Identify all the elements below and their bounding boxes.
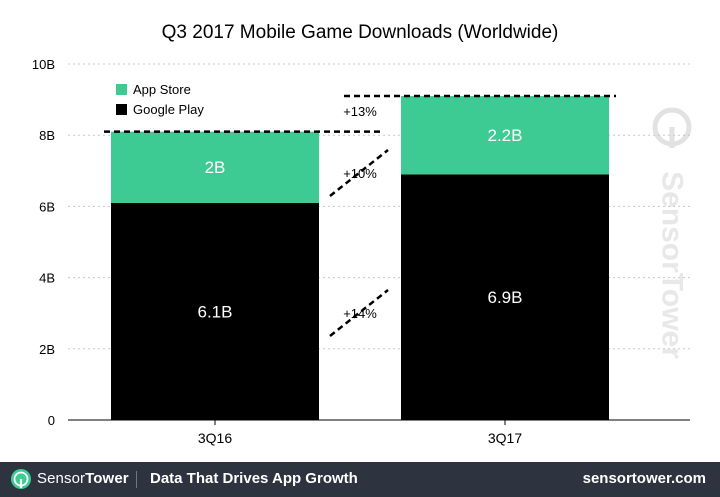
footer-brand-part1: Sensor <box>37 470 86 487</box>
x-tick-label: 3Q17 <box>488 430 522 446</box>
y-tick-label: 2B <box>39 342 55 357</box>
legend-swatch <box>116 104 127 115</box>
data-label-app-store: 2.2B <box>488 126 523 145</box>
y-tick-label: 10B <box>32 57 55 72</box>
chart: SensorTower Q3 2017 Mobile Game Downloads… <box>32 22 692 446</box>
y-tick-label: 8B <box>39 128 55 143</box>
chart-title: Q3 2017 Mobile Game Downloads (Worldwide… <box>162 22 559 43</box>
growth-connector <box>329 149 389 197</box>
growth-label: +10% <box>343 166 377 181</box>
bar-app-store <box>111 131 319 203</box>
footer-tagline: Data That Drives App Growth <box>150 470 358 487</box>
bar-google-play <box>111 202 319 420</box>
x-tick-label: 3Q16 <box>198 430 232 446</box>
watermark: SensorTower <box>652 107 692 359</box>
footer-brand-part2: Tower <box>85 470 129 487</box>
sensortower-logo-icon <box>11 469 31 489</box>
footer-site-link[interactable]: sensortower.com <box>582 470 706 487</box>
y-tick-label: 6B <box>39 199 55 214</box>
watermark-logo-icon <box>652 107 692 148</box>
data-label-app-store: 2B <box>205 158 226 177</box>
data-label-google-play: 6.1B <box>198 302 233 321</box>
footer-brand: SensorTower <box>37 470 129 487</box>
watermark-text: SensorTower <box>656 171 689 359</box>
footer-bar: SensorTower Data That Drives App Growth … <box>0 462 720 497</box>
bar-google-play <box>401 174 609 420</box>
growth-label: +14% <box>343 306 377 321</box>
legend-swatch <box>116 84 127 95</box>
y-tick-label: 0 <box>48 413 55 428</box>
legend-label: App Store <box>133 82 191 97</box>
growth-connector <box>329 289 389 337</box>
y-tick-label: 4B <box>39 271 55 286</box>
data-label-google-play: 6.9B <box>488 288 523 307</box>
bar-app-store <box>401 96 609 175</box>
footer-divider <box>136 471 137 488</box>
growth-label: +13% <box>343 104 377 119</box>
legend-label: Google Play <box>133 102 204 117</box>
